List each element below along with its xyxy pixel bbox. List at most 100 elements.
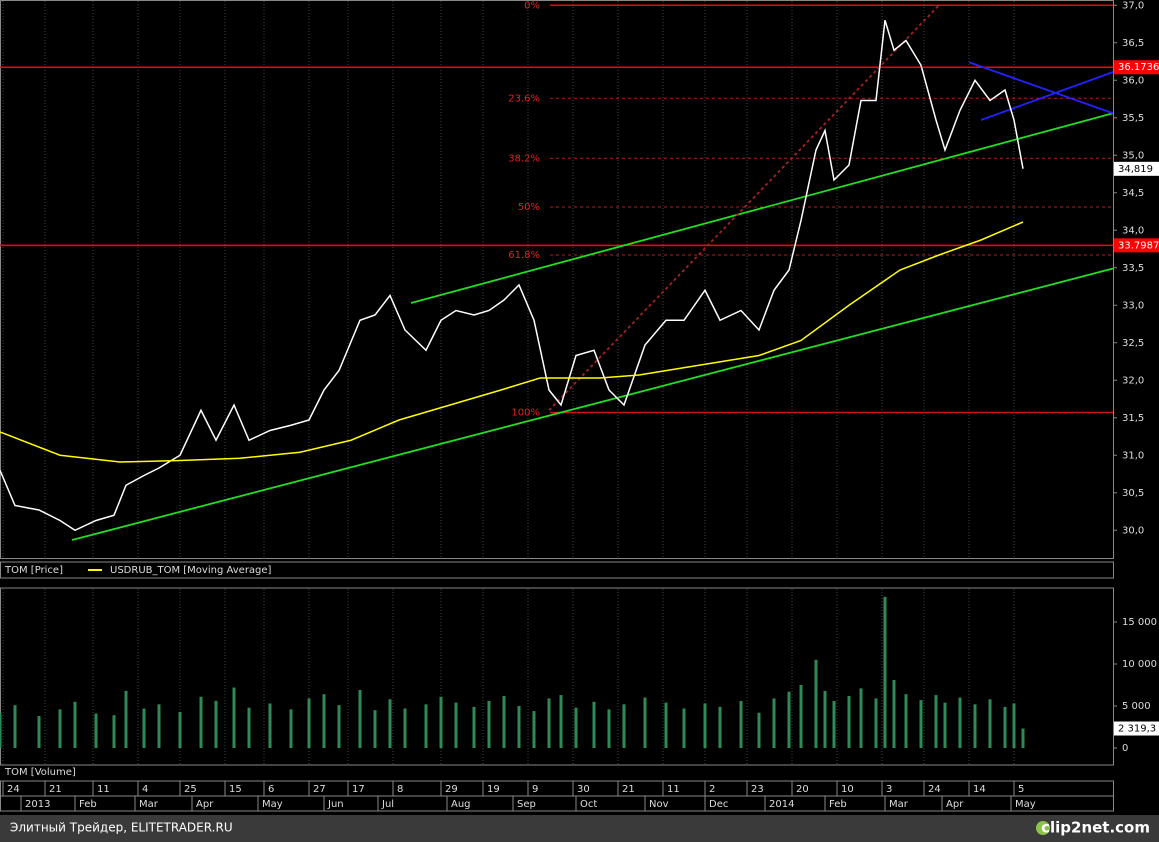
volume-bar (607, 709, 611, 748)
month-label: May (262, 799, 283, 810)
trendline (71, 267, 1114, 541)
volume-bar (832, 700, 836, 748)
volume-bar (142, 708, 146, 748)
volume-bar (268, 703, 272, 748)
volume-bar (58, 709, 62, 748)
month-label: Dec (709, 799, 728, 810)
fib-label: 50% (518, 202, 540, 213)
volume-bar (13, 705, 17, 748)
volume-bar (718, 706, 722, 748)
volume-bar (892, 679, 896, 748)
month-label: Apr (946, 799, 964, 810)
volume-bar (403, 708, 407, 748)
y-tick-label: 33,5 (1122, 263, 1144, 274)
volume-bar (472, 706, 476, 748)
trendline (980, 71, 1114, 121)
volume-bar (358, 690, 362, 748)
x-tick-label: 6 (268, 784, 274, 795)
volume-bar (502, 695, 506, 748)
month-label: Aug (451, 799, 471, 810)
x-tick-label: 4 (142, 784, 148, 795)
volume-bar (337, 705, 341, 748)
volume-bar (1003, 706, 1007, 748)
month-label: 2013 (25, 799, 50, 810)
volume-bar (739, 700, 743, 748)
volume-bar (757, 712, 761, 748)
y-tick-label: 32,0 (1122, 375, 1144, 386)
volume-panel (0, 587, 1114, 766)
x-tick-label: 17 (352, 784, 365, 795)
footer-right[interactable]: clip2net.com (1041, 819, 1150, 837)
fib-label: 38.2% (508, 153, 540, 164)
volume-bar (232, 687, 236, 748)
volume-bar (439, 696, 443, 748)
month-label: Feb (829, 799, 847, 810)
volume-bar (37, 716, 41, 748)
volume-bar (664, 702, 668, 748)
month-label: Nov (649, 799, 669, 810)
x-tick-label: 11 (97, 784, 110, 795)
volume-bar (547, 698, 551, 748)
x-tick-label: 5 (1018, 784, 1024, 795)
x-tick-label: 25 (184, 784, 197, 795)
x-tick-label: 11 (667, 784, 680, 795)
x-tick-label: 23 (751, 784, 764, 795)
y-tick-label: 10 000 (1122, 659, 1157, 670)
legend-entry: USDRUB_TOM [Moving Average] (110, 565, 272, 576)
footer-left: Элитный Трейдер, ELITETRADER.RU (10, 821, 233, 835)
fib-label: 23.6% (508, 93, 540, 104)
volume-bar (847, 695, 851, 748)
y-tick-label: 31,0 (1122, 450, 1144, 461)
volume-bar (388, 699, 392, 748)
x-tick-label: 30 (577, 784, 590, 795)
price-panel (0, 0, 1114, 559)
month-label: May (1015, 799, 1036, 810)
volume-bar (517, 706, 521, 748)
y-tick-label: 36,5 (1122, 38, 1144, 49)
y-tick-label: 32,5 (1122, 338, 1144, 349)
x-tick-label: 24 (928, 784, 941, 795)
volume-bar (373, 710, 377, 748)
y-tick-label: 34,5 (1122, 188, 1144, 199)
y-tick-label: 33,0 (1122, 300, 1144, 311)
month-label: 2014 (769, 799, 794, 810)
fib-label: 100% (511, 408, 540, 419)
legend-entry: TOM [Price] (4, 565, 63, 576)
volume-bar (799, 685, 803, 748)
fib-label: 0% (524, 0, 540, 11)
volume-bar (178, 711, 182, 748)
series-line (0, 20, 1024, 532)
logo-icon (1036, 821, 1050, 835)
month-label: Jul (381, 799, 394, 810)
trendline (410, 112, 1114, 304)
legend-bar (0, 561, 1114, 579)
volume-bar (289, 709, 293, 748)
last-price-box (1114, 161, 1159, 176)
volume-bar (574, 707, 578, 748)
volume-bar (682, 708, 686, 748)
volume-bar (934, 695, 938, 748)
y-tick-label: 31,5 (1122, 413, 1144, 424)
x-tick-label: 10 (841, 784, 854, 795)
volume-bar (307, 698, 311, 748)
volume-bar (157, 704, 161, 748)
month-label: Oct (580, 799, 597, 810)
volume-bar (1021, 728, 1025, 748)
volume-bar (772, 698, 776, 748)
trendline (968, 61, 1114, 115)
y-tick-label: 37,0 (1122, 0, 1144, 11)
y-tick-label: 5 000 (1122, 701, 1151, 712)
volume-bar (532, 711, 536, 748)
month-label: Apr (196, 799, 214, 810)
volume-bar (958, 697, 962, 748)
month-label: Jun (327, 799, 344, 810)
volume-bar (859, 688, 863, 748)
x-tick-label: 29 (445, 784, 458, 795)
month-label: Sep (517, 799, 536, 810)
last-volume-box (1114, 721, 1159, 736)
x-tick-label: 15 (229, 784, 242, 795)
volume-bar (592, 701, 596, 748)
volume-bar (904, 694, 908, 748)
volume-bar (1012, 703, 1016, 748)
